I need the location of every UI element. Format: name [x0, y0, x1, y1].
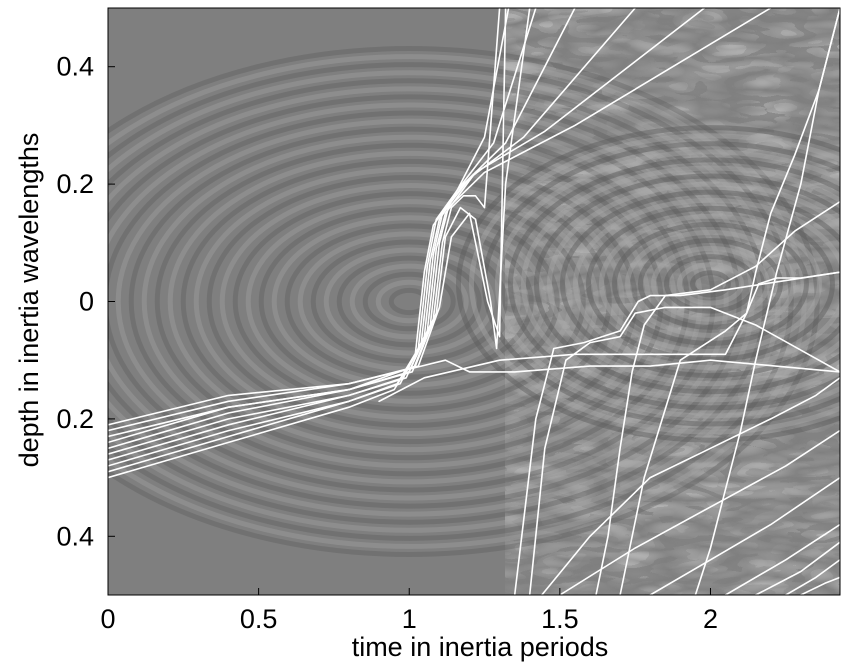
wave-ripple: [611, 221, 809, 346]
wave-ripple: [598, 213, 822, 354]
wave-ripple: [232, 191, 586, 412]
wave-ripple: [206, 175, 612, 428]
wave-ripple: [108, 110, 716, 493]
wave-ripple: [108, 62, 794, 541]
wave-ripple: [689, 270, 731, 298]
ray-path-14: [619, 8, 840, 595]
x-tick-label: 0.5: [240, 604, 278, 634]
wave-ripple: [193, 166, 625, 437]
wave-ripple: [663, 254, 757, 314]
ray-path-18: [559, 429, 840, 595]
wave-ripple: [547, 181, 840, 387]
ray-path-8: [108, 8, 531, 438]
y-tick-label: 0.4: [56, 52, 94, 82]
wave-ripple: [219, 183, 599, 420]
x-tick-label: 1.5: [541, 604, 579, 634]
y-axis-label: depth in inertia wavelengths: [14, 133, 44, 468]
wave-ripple: [180, 158, 638, 445]
y-tick-label: 0.2: [56, 404, 94, 434]
wave-ripple: [469, 133, 840, 435]
y-tick-label: 0: [79, 287, 94, 317]
wave-ripple: [560, 189, 840, 379]
x-axis: 0 0.5 1 1.5 2: [100, 588, 718, 634]
wave-ripple: [108, 102, 729, 501]
wave-ripple: [108, 70, 781, 533]
wave-ripple: [310, 239, 508, 364]
ray-path-3: [108, 8, 576, 467]
wave-ripple: [349, 263, 469, 340]
y-tick-label: 0.4: [56, 521, 94, 551]
ray-paths: [108, 8, 840, 595]
ray-path-13: [513, 271, 840, 595]
ray-path-19: [649, 476, 840, 595]
wave-ripple: [637, 237, 783, 330]
x-tick-label: 2: [703, 604, 718, 634]
wave-ripple: [676, 262, 744, 306]
x-axis-label: time in inertia periods: [352, 632, 609, 662]
wave-ripple: [245, 199, 573, 404]
wave-ripple: [573, 197, 840, 371]
wave-ripple: [362, 271, 456, 332]
wave-field-right: [505, 8, 840, 595]
wave-ripple: [284, 223, 534, 380]
ray-path-6: [108, 8, 772, 450]
wave-ripple: [141, 134, 677, 469]
wave-ripple: [388, 287, 430, 316]
wave-ripple: [108, 78, 768, 525]
wave-ripple: [108, 94, 742, 509]
wave-ripple: [108, 46, 820, 557]
wave-ripple: [534, 173, 840, 395]
wave-ripple: [115, 118, 703, 485]
wave-ripple: [258, 207, 560, 396]
ray-path-15: [595, 200, 840, 595]
wave-ripple: [108, 54, 807, 549]
wave-ripple: [336, 255, 482, 348]
ray-path-17: [540, 376, 840, 595]
wave-ripple: [508, 157, 840, 411]
ray-path-21: [754, 541, 840, 595]
y-axis: 0.4 0.2 0 0.2 0.4: [56, 52, 115, 551]
ray-path-2: [108, 8, 537, 473]
ray-path-20: [724, 523, 840, 595]
ray-path-4: [108, 8, 637, 461]
x-tick-label: 0: [100, 604, 115, 634]
plot-area: [108, 8, 840, 595]
ray-path-23: [799, 576, 840, 595]
wave-ripple: [624, 229, 796, 338]
wave-ripple: [521, 165, 840, 403]
ray-path-1: [108, 8, 510, 479]
ray-path-16: [694, 8, 840, 595]
ray-path-11: [378, 271, 840, 403]
wave-ripple: [323, 247, 495, 356]
x-tick-label: 1: [402, 604, 417, 634]
wave-ripple: [167, 150, 651, 453]
wave-ripple: [495, 149, 840, 419]
ray-path-9: [108, 8, 507, 432]
wave-ripple: [456, 125, 840, 443]
wave-ripple: [128, 126, 690, 477]
y-tick-label: 0.2: [56, 169, 94, 199]
ray-path-22: [784, 558, 840, 595]
ray-path-12: [528, 306, 840, 595]
ray-path-10: [108, 359, 840, 426]
